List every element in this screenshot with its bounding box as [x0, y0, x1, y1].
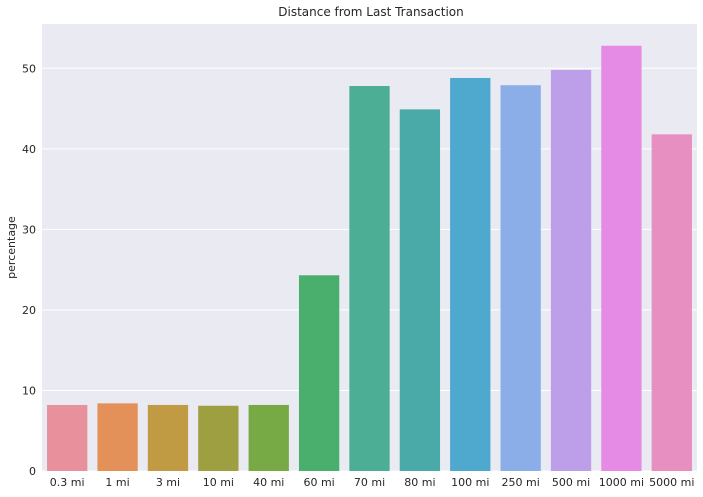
bar [399, 109, 441, 471]
bar [97, 403, 138, 471]
x-tick-label: 3 mi [156, 476, 180, 489]
x-tick-label: 100 mi [451, 476, 489, 489]
y-tick-label: 20 [22, 304, 36, 317]
x-tick-label: 1 mi [105, 476, 129, 489]
y-tick-label: 0 [29, 465, 36, 478]
bar [198, 405, 239, 471]
y-tick-labels: 0 10 20 30 40 50 [22, 62, 36, 478]
x-tick-label: 5000 mi [649, 476, 694, 489]
bar [500, 85, 541, 471]
y-tick-label: 50 [22, 62, 36, 75]
bar [450, 77, 491, 472]
bar [147, 404, 189, 471]
bar [349, 86, 390, 472]
bar [47, 404, 88, 471]
bar [601, 45, 642, 472]
x-tick-label: 500 mi [552, 476, 590, 489]
bar [651, 134, 692, 471]
y-tick-label: 40 [22, 143, 36, 156]
x-tick-label: 80 mi [404, 476, 435, 489]
x-tick-label: 0.3 mi [50, 476, 85, 489]
x-tick-labels: 0.3 mi 1 mi 3 mi 10 mi 40 mi 60 mi 70 mi 80 mi 1… [50, 476, 695, 489]
chart-title: Distance from Last Transaction [278, 5, 463, 19]
bar [248, 404, 289, 471]
bars [47, 45, 692, 472]
x-tick-label: 40 mi [253, 476, 284, 489]
y-tick-label: 10 [22, 384, 36, 397]
x-tick-label: 1000 mi [599, 476, 644, 489]
y-tick-label: 30 [22, 223, 36, 236]
x-tick-label: 60 mi [303, 476, 334, 489]
x-tick-label: 250 mi [502, 476, 540, 489]
x-tick-label: 10 mi [203, 476, 234, 489]
bar [298, 275, 340, 471]
x-tick-label: 70 mi [354, 476, 385, 489]
y-axis-label: percentage [5, 216, 18, 279]
bar [550, 69, 592, 471]
